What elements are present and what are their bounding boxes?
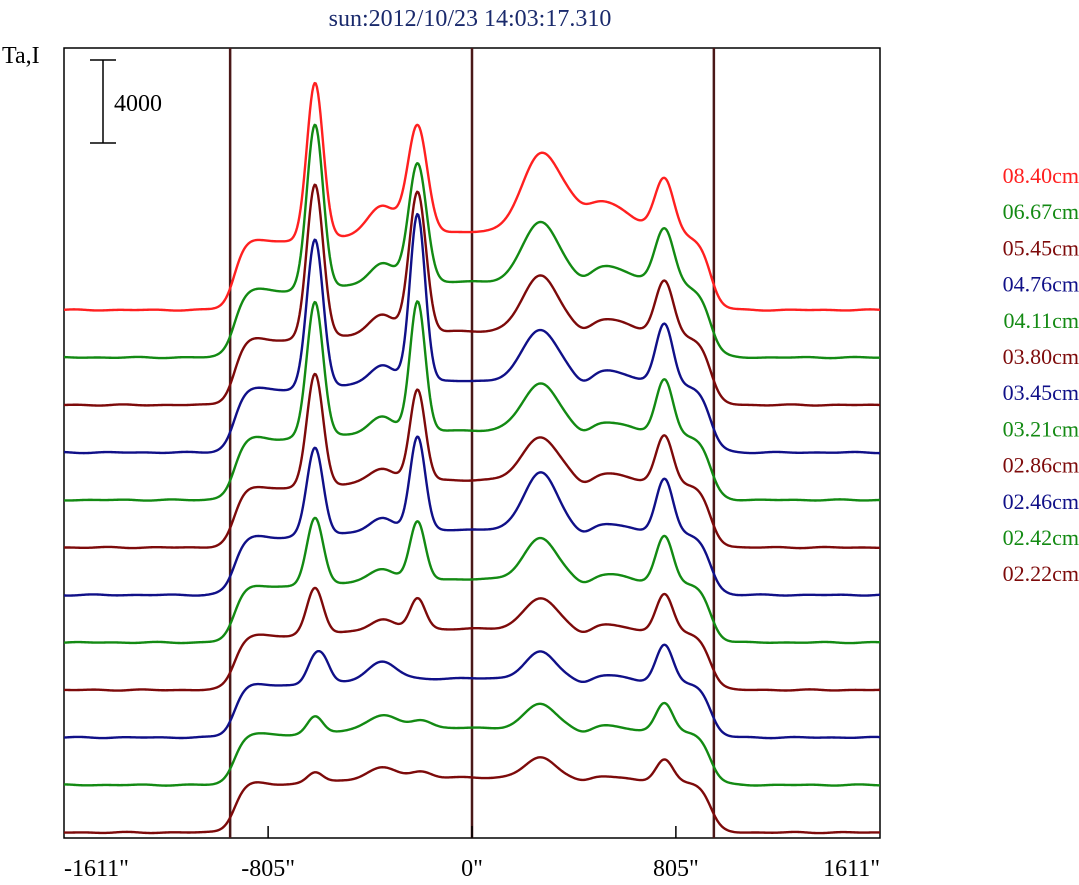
series-line-02-22cm: [63, 756, 881, 835]
x-axis-ticks: -1611" -805" 0" 805" 1611": [64, 826, 880, 882]
legend-entry: 02.22cm: [1003, 561, 1079, 586]
legend-entry: 04.11cm: [1003, 308, 1079, 333]
series-line-03-21cm: [63, 516, 881, 645]
legend-entry: 06.67cm: [1003, 199, 1079, 224]
chart-title: sun:2012/10/23 14:03:17.310: [329, 6, 612, 32]
series-line-02-46cm: [63, 643, 881, 740]
legend-entry: 03.21cm: [1003, 416, 1079, 441]
x-tick-label: -805": [241, 856, 295, 882]
scale-bar-label: 4000: [114, 91, 162, 117]
legend-entry: 03.45cm: [1003, 380, 1079, 405]
legend-entry: 04.76cm: [1003, 272, 1079, 297]
legend-entry: 02.86cm: [1003, 453, 1079, 478]
legend-entry: 02.42cm: [1003, 525, 1079, 550]
x-tick-label: 805": [653, 856, 699, 882]
legend-entry: 03.80cm: [1003, 344, 1079, 369]
legend: 08.40cm 06.67cm 05.45cm 04.76cm 04.11cm 03.80…: [1003, 163, 1079, 586]
scale-bar: 4000: [90, 59, 162, 144]
y-axis-label: Ta,I: [2, 43, 40, 69]
series-line-05-45cm: [63, 183, 881, 407]
series-group: [63, 81, 881, 835]
legend-entry: 02.46cm: [1003, 489, 1079, 514]
series-line-03-80cm: [63, 372, 881, 550]
x-tick-label: 0": [461, 856, 483, 882]
x-tick-label: -1611": [64, 856, 129, 882]
limb-lines: [228, 48, 716, 838]
x-tick-label: 1611": [823, 856, 880, 882]
series-line-06-67cm: [63, 123, 881, 360]
series-line-02-42cm: [63, 701, 881, 787]
legend-entry: 05.45cm: [1003, 235, 1079, 260]
legend-entry: 08.40cm: [1003, 163, 1079, 188]
series-line-03-45cm: [63, 435, 881, 597]
series-line-04-11cm: [63, 300, 881, 502]
series-line-02-86cm: [63, 586, 881, 692]
series-line-08-40cm: [63, 81, 881, 312]
series-line-04-76cm: [63, 212, 881, 455]
